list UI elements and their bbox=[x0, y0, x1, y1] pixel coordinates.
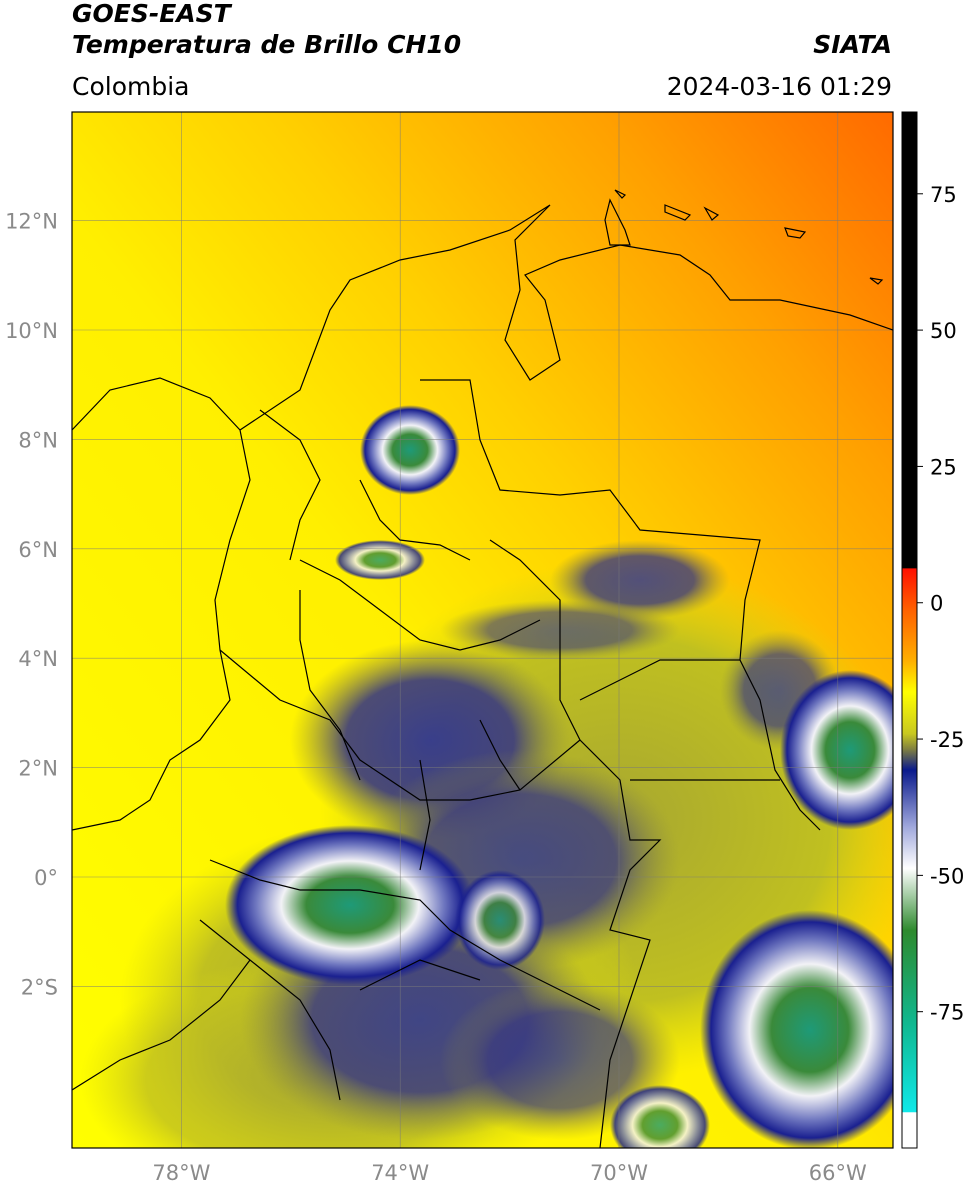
lat-tick-label: 2°N bbox=[18, 757, 58, 781]
map-frame bbox=[71, 111, 894, 1149]
longitude-tick-labels: 78°W 74°W 70°W 66°W bbox=[152, 1161, 867, 1185]
colorbar-tick-label: 0 bbox=[930, 592, 943, 616]
lat-tick-label: 6°N bbox=[18, 538, 58, 562]
gridlines bbox=[72, 112, 893, 1148]
lat-tick-label: 8°N bbox=[18, 428, 58, 452]
colorbar-tick-label: 25 bbox=[930, 455, 957, 479]
lat-tick-label: 2°S bbox=[21, 975, 58, 999]
lon-tick-label: 70°W bbox=[590, 1161, 648, 1185]
lon-tick-label: 74°W bbox=[371, 1161, 429, 1185]
colorbar-tick-label: -25 bbox=[930, 728, 964, 752]
colorbar-tick-label: -75 bbox=[930, 1001, 964, 1025]
title-line-1: GOES-EAST bbox=[72, 0, 231, 28]
region-label: Colombia bbox=[72, 72, 190, 101]
lat-tick-label: 10°N bbox=[5, 319, 58, 343]
colorbar-tick-labels: 75 50 25 0 -25 -50 -75 bbox=[917, 183, 964, 1025]
lon-tick-label: 78°W bbox=[152, 1161, 210, 1185]
lon-tick-label: 66°W bbox=[809, 1161, 867, 1185]
colorbar-tick-label: -50 bbox=[930, 864, 964, 888]
lat-tick-label: 0° bbox=[34, 866, 58, 890]
brightness-temperature-field bbox=[72, 112, 893, 1148]
colorbar bbox=[901, 111, 918, 1149]
latitude-tick-labels: 12°N 10°N 8°N 6°N 4°N 2°N 0° 2°S bbox=[5, 210, 58, 1000]
lat-tick-label: 4°N bbox=[18, 647, 58, 671]
title-line-2: Temperatura de Brillo CH10 bbox=[72, 30, 462, 59]
agency-label: SIATA bbox=[813, 30, 892, 59]
colorbar-tick-label: 50 bbox=[930, 319, 957, 343]
lat-tick-label: 12°N bbox=[5, 210, 58, 234]
boundaries bbox=[72, 189, 893, 1148]
datetime-label: 2024-03-16 01:29 bbox=[666, 72, 892, 101]
colorbar-tick-label: 75 bbox=[930, 183, 957, 207]
